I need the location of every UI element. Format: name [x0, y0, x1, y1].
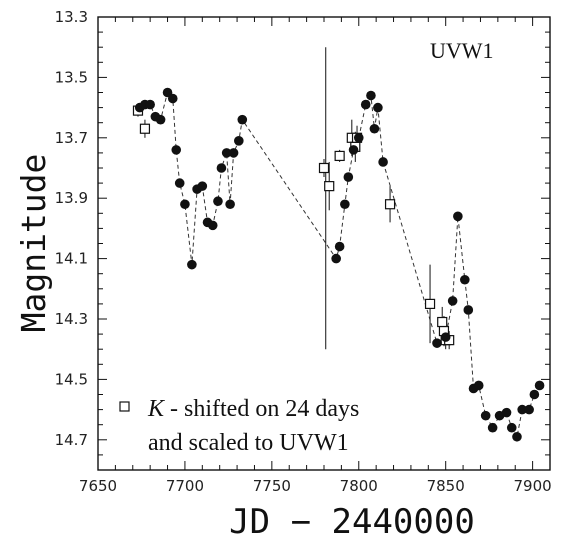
filled-circle-point [378, 157, 388, 167]
y-tick-label: 14.1 [55, 250, 88, 268]
legend-line-2: and scaled to UVW1 [148, 430, 349, 456]
y-axis-title: Magnitude [14, 154, 53, 333]
open-square-point [334, 150, 345, 162]
x-axis-title: JD − 2440000 [229, 502, 475, 535]
y-tick-label: 14.3 [55, 310, 88, 328]
legend: K - shifted on 24 days and scaled to UVW… [119, 396, 359, 456]
filled-circle-point [225, 199, 235, 210]
x-tick-label: 7900 [514, 477, 552, 495]
filled-circle-point [221, 148, 232, 158]
y-tick-label: 13.9 [55, 189, 88, 207]
legend-line-1-rest: - shifted on 24 days [164, 396, 359, 422]
filled-circle-point [207, 220, 218, 231]
filled-circle-point [506, 422, 517, 433]
open-square-point [139, 123, 151, 134]
filled-circle-point [432, 338, 442, 348]
filled-circle-point [517, 404, 527, 415]
legend-square-marker [119, 401, 130, 412]
x-tick-label: 7750 [253, 477, 291, 495]
filled-circle-point [440, 332, 451, 342]
open-square-point [324, 181, 335, 192]
filled-circle-point [487, 422, 498, 433]
filled-circle-point [216, 163, 227, 173]
open-square-point [384, 199, 396, 210]
filled-circle-point [501, 407, 512, 418]
panel-label: UVW1 [430, 38, 494, 63]
filled-circle-point [237, 114, 248, 125]
filled-circle-point [334, 241, 345, 252]
filled-circle-point [512, 431, 522, 442]
y-tick-label: 13.3 [55, 8, 88, 26]
open-square-point [424, 298, 436, 309]
y-tick-labels: 13.3 13.5 13.7 13.9 14.1 14.3 14.5 14.7 [55, 8, 88, 449]
filled-circle-point [447, 296, 458, 306]
filled-circle-point [343, 172, 354, 182]
filled-circle-point [155, 114, 166, 125]
filled-circle-point [174, 178, 185, 188]
open-square-point [437, 316, 448, 328]
open-square-series [132, 105, 455, 346]
filled-circle-point [167, 93, 178, 104]
filled-circle-point [340, 199, 350, 210]
y-tick-label: 13.7 [55, 129, 88, 147]
filled-circle-point [453, 211, 463, 222]
filled-circle-point [473, 380, 484, 391]
x-tick-label: 7700 [166, 477, 204, 495]
axis-ticks [97, 16, 551, 471]
filled-circle-point [534, 380, 545, 391]
filled-circle-point [180, 199, 190, 210]
filled-circle-point [187, 259, 197, 270]
y-tick-label: 13.5 [55, 68, 88, 86]
y-tick-label: 14.7 [55, 431, 88, 449]
filled-circle-series [134, 87, 545, 442]
x-tick-label: 7850 [427, 477, 465, 495]
open-square-point [318, 162, 330, 174]
filled-circle-point [524, 404, 534, 415]
filled-circle-point [529, 389, 540, 400]
filled-circle-point [353, 133, 364, 143]
filled-circle-point [234, 136, 244, 146]
filled-circle-point [360, 99, 371, 110]
x-tick-labels: 7650 7700 7750 7800 7850 7900 [79, 477, 552, 495]
legend-k-symbol: K [147, 396, 166, 422]
filled-circle-point [228, 148, 239, 158]
filled-circle-point [366, 90, 376, 101]
filled-circle-point [348, 145, 359, 155]
x-tick-label: 7800 [340, 477, 378, 495]
filled-circle-point [480, 410, 491, 421]
x-tick-label: 7650 [79, 477, 117, 495]
filled-circle-point [369, 123, 380, 134]
filled-circle-point [460, 274, 470, 285]
filled-circle-point [145, 99, 155, 110]
filled-circle-point [171, 145, 182, 155]
filled-circle-point [213, 196, 223, 207]
legend-line-1: K - shifted on 24 days [147, 396, 359, 422]
error-bars [137, 47, 450, 350]
filled-circle-point [463, 305, 474, 315]
filled-circle-point [373, 102, 383, 113]
y-tick-label: 14.5 [55, 370, 88, 388]
filled-circle-point [197, 181, 208, 191]
filled-circle-point [331, 253, 341, 264]
